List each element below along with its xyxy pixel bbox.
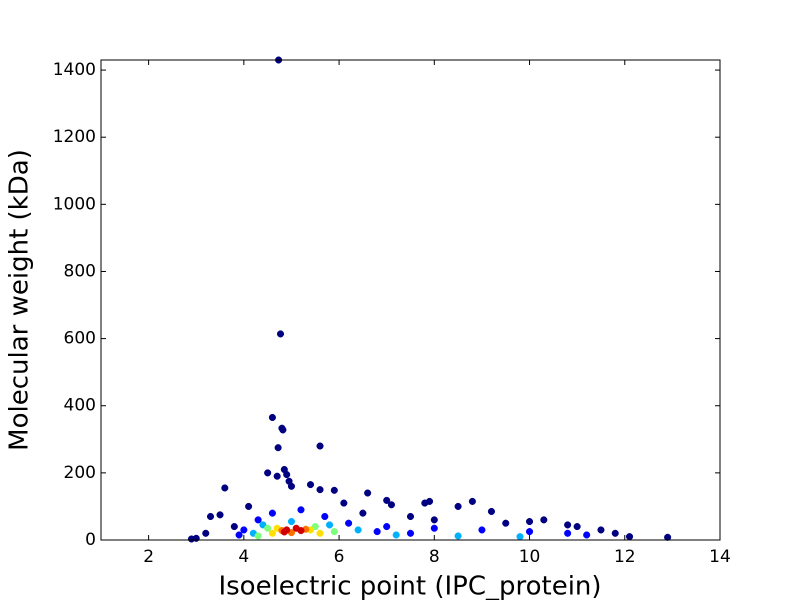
y-tick-label: 0 <box>85 530 96 550</box>
point <box>330 528 338 536</box>
point <box>273 472 281 480</box>
point <box>326 521 334 529</box>
point <box>468 497 476 505</box>
point <box>383 496 391 504</box>
point <box>454 502 462 510</box>
point <box>373 528 381 536</box>
point <box>406 512 415 521</box>
point <box>235 531 243 539</box>
x-tick-label: 2 <box>143 547 154 567</box>
point <box>345 519 353 527</box>
point <box>387 501 396 509</box>
point <box>525 517 534 526</box>
point <box>364 489 372 497</box>
point <box>264 524 272 532</box>
point <box>625 533 634 541</box>
point <box>425 497 434 505</box>
point <box>202 529 210 537</box>
point <box>276 330 285 338</box>
point <box>206 512 215 521</box>
point <box>664 533 672 541</box>
point <box>287 482 296 490</box>
point <box>316 442 324 450</box>
point <box>583 531 591 539</box>
point <box>264 469 272 477</box>
point <box>306 481 315 489</box>
point <box>316 486 324 494</box>
point <box>478 526 486 534</box>
point <box>516 533 524 541</box>
point <box>316 529 324 537</box>
point <box>611 529 619 537</box>
point <box>564 521 572 529</box>
point <box>287 517 296 526</box>
x-tick-label: 8 <box>429 547 440 567</box>
point <box>359 509 367 517</box>
point <box>279 426 287 434</box>
y-tick-label: 1000 <box>53 194 96 214</box>
point <box>280 528 288 536</box>
point <box>330 486 338 494</box>
point <box>540 516 548 524</box>
point <box>406 529 415 537</box>
point <box>216 511 224 519</box>
point <box>297 527 305 535</box>
x-tick-label: 10 <box>519 547 541 567</box>
point <box>245 502 253 510</box>
point <box>254 532 262 540</box>
point <box>268 509 276 517</box>
point <box>597 526 605 534</box>
point <box>187 535 196 543</box>
point <box>274 444 282 452</box>
point <box>221 484 229 492</box>
point <box>297 506 305 514</box>
y-axis-label: Molecular weight (kDa) <box>5 149 35 451</box>
point <box>454 532 462 540</box>
point <box>564 529 572 537</box>
point <box>268 413 276 422</box>
x-tick-label: 14 <box>709 547 731 567</box>
point <box>283 470 291 479</box>
point <box>230 523 238 531</box>
y-tick-label: 1200 <box>53 127 96 147</box>
point <box>340 499 348 507</box>
y-tick-label: 400 <box>64 396 96 416</box>
y-tick-label: 800 <box>64 261 96 281</box>
x-tick-label: 12 <box>614 547 636 567</box>
point <box>573 523 581 531</box>
y-tick-label: 600 <box>64 329 96 349</box>
point <box>240 526 248 534</box>
point <box>321 512 329 521</box>
point <box>525 528 534 536</box>
plot-frame <box>100 59 721 541</box>
y-tick-label: 200 <box>64 463 96 483</box>
point <box>268 529 276 537</box>
x-tick-label: 6 <box>334 547 345 567</box>
y-tick-label: 1400 <box>53 60 96 80</box>
point <box>502 519 510 527</box>
point <box>392 531 400 539</box>
point <box>430 524 438 532</box>
point <box>430 516 438 524</box>
point <box>254 516 262 524</box>
x-tick-label: 4 <box>238 547 249 567</box>
point <box>487 507 495 516</box>
point <box>354 526 362 534</box>
point <box>383 523 391 531</box>
x-axis-label: Isoelectric point (IPC_protein) <box>218 572 601 600</box>
